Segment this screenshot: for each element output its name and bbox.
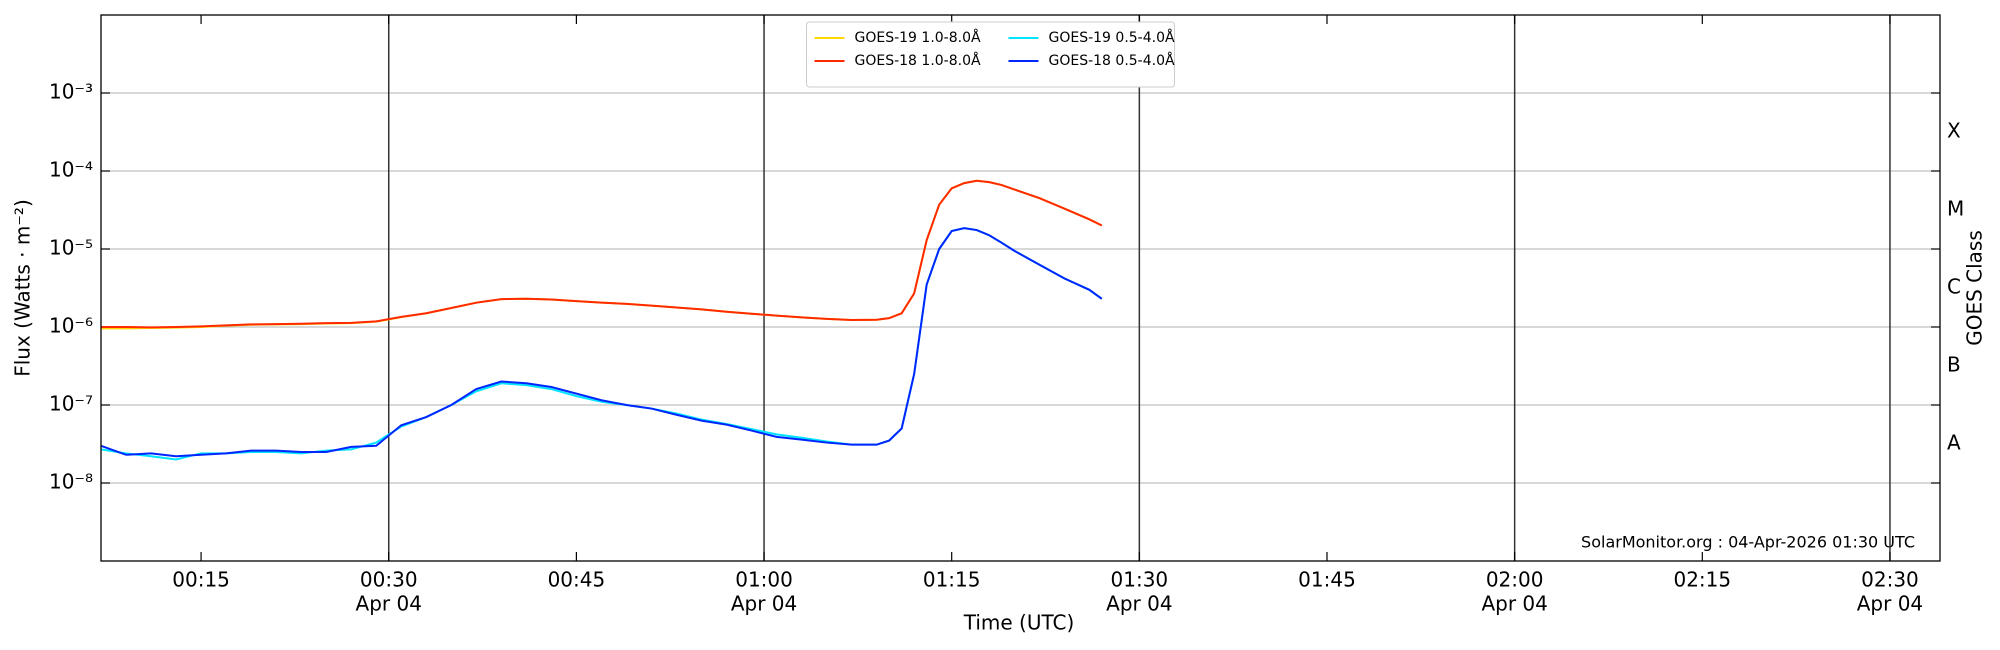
x-tick-label: 01:00 bbox=[735, 568, 793, 592]
legend-label: GOES-18 1.0-8.0Å bbox=[855, 52, 981, 69]
series-line bbox=[100, 227, 1103, 461]
x-tick-date: Apr 04 bbox=[1857, 592, 1923, 616]
y-tick-label: 10⁻⁴ bbox=[49, 158, 93, 182]
y-tick-label: 10⁻⁵ bbox=[49, 236, 93, 260]
series-line bbox=[101, 179, 1103, 330]
x-tick-date: Apr 04 bbox=[1481, 592, 1547, 616]
annotation: SolarMonitor.org : 04-Apr-2026 01:30 UTC bbox=[1581, 533, 1915, 552]
y-tick-label: 10⁻⁷ bbox=[49, 392, 93, 416]
x-tick-label: 00:30 bbox=[360, 568, 418, 592]
y-tick-label: 10⁻⁸ bbox=[49, 470, 93, 494]
series-line bbox=[100, 227, 1103, 458]
y2-tick-label: M bbox=[1947, 196, 1964, 220]
y2-tick-label: B bbox=[1947, 352, 1961, 376]
x-tick-label: 00:45 bbox=[548, 568, 606, 592]
legend-label: GOES-19 0.5-4.0Å bbox=[1049, 29, 1175, 46]
x-tick-label: 01:15 bbox=[923, 568, 981, 592]
x-tick-label: 01:30 bbox=[1111, 568, 1169, 592]
x-tick-date: Apr 04 bbox=[356, 592, 422, 616]
x-tick-label: 02:30 bbox=[1861, 568, 1919, 592]
plot-frame bbox=[100, 14, 1941, 562]
y-tick-label: 10⁻⁶ bbox=[49, 314, 93, 338]
x-tick-label: 02:15 bbox=[1673, 568, 1731, 592]
x-tick-label: 01:45 bbox=[1298, 568, 1356, 592]
x-tick-label: 02:00 bbox=[1486, 568, 1544, 592]
y2-tick-label: X bbox=[1947, 118, 1961, 142]
series-line bbox=[101, 179, 1103, 329]
legend-label: GOES-18 0.5-4.0Å bbox=[1049, 52, 1175, 69]
x-axis-label: Time (UTC) bbox=[963, 611, 1075, 635]
legend-box bbox=[806, 21, 1175, 88]
x-tick-date: Apr 04 bbox=[1106, 592, 1172, 616]
y-axis-label: Flux (Watts · m⁻²) bbox=[11, 199, 35, 377]
y2-axis-label: GOES Class bbox=[1963, 230, 1987, 346]
x-tick-date: Apr 04 bbox=[731, 592, 797, 616]
y-tick-label: 10⁻³ bbox=[49, 80, 93, 104]
y2-tick-label: A bbox=[1947, 430, 1961, 454]
x-tick-label: 00:15 bbox=[172, 568, 230, 592]
legend-label: GOES-19 1.0-8.0Å bbox=[855, 29, 981, 46]
y2-tick-label: C bbox=[1947, 274, 1961, 298]
